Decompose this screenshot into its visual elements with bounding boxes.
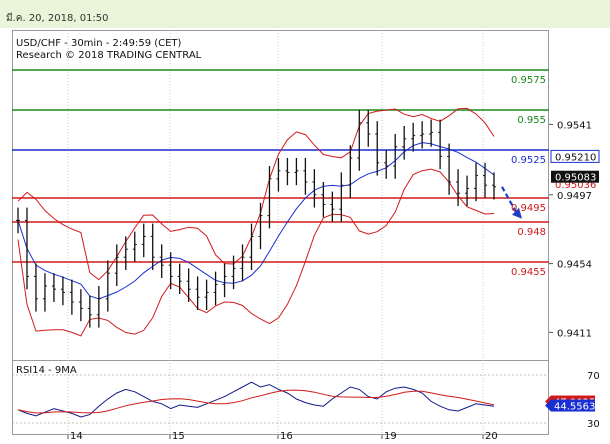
- y-tick-label-0.9541: 0.9541: [557, 120, 592, 131]
- rsi-line: [17, 381, 495, 418]
- y-tick-label-0.9411: 0.9411: [557, 328, 592, 339]
- rsi-tag-box-44.5563: [551, 399, 595, 412]
- y-tick-label-0.9454: 0.9454: [557, 260, 592, 271]
- research-line: Research © 2018 TRADING CENTRAL: [16, 50, 202, 61]
- x-tick-label-20: 20: [485, 431, 498, 442]
- y-tick-label-0.9497: 0.9497: [557, 191, 592, 202]
- symbol-line: USD/CHF - 30min - 2:49:59 (CET): [16, 38, 182, 49]
- rsi-tick-label-30: 30: [587, 419, 600, 430]
- price-tag-box-0.95083: [551, 170, 599, 183]
- level-label-0.9455: 0.9455: [511, 267, 546, 278]
- price-tag-box-0.95210: [550, 149, 600, 163]
- x-tick-label-15: 15: [172, 431, 185, 442]
- price-tag-0.95210: 0.95210: [555, 152, 596, 163]
- price-tag-0.95083: 0.95083: [555, 173, 596, 184]
- level-label-0.9575: 0.9575: [511, 75, 546, 86]
- rsi-ma-line: [17, 389, 495, 414]
- bollinger-lower: [17, 168, 495, 337]
- x-tick-label-19: 19: [384, 431, 397, 442]
- rsi-tag-44.5563: 44.5563: [554, 402, 595, 413]
- price-tag-0.95036: 0.95036: [555, 180, 596, 191]
- projection-arrow-head: [512, 207, 522, 219]
- arrow-layer: [501, 186, 522, 219]
- x-tick-label-14: 14: [70, 431, 83, 442]
- timestamp: มี.ค. 20, 2018, 01:50: [6, 13, 109, 24]
- x-tick-label-16: 16: [280, 431, 293, 442]
- bollinger-layer: [17, 107, 495, 337]
- level-label-0.955: 0.955: [517, 115, 546, 126]
- rsi-tick-label-70: 70: [587, 371, 600, 382]
- grid-layer: [12, 30, 553, 439]
- projection-arrow-shaft: [501, 186, 519, 217]
- candle-layer: [16, 110, 496, 328]
- level-label-0.9525: 0.9525: [511, 155, 546, 166]
- moving-average-line: [17, 142, 495, 300]
- rsi-label: RSI14 - 9MA: [16, 365, 77, 376]
- rsi-layer: [12, 374, 549, 424]
- rsi-tag-pointer-44.5563: [545, 399, 551, 412]
- level-label-0.948: 0.948: [517, 227, 546, 238]
- level-label-0.9495: 0.9495: [511, 203, 546, 214]
- top-bar: มี.ค. 20, 2018, 01:50: [0, 0, 610, 28]
- bollinger-upper: [17, 107, 495, 281]
- label-layer: 14 15 16 19 20 0.9541 0.9497 0.9454 0.9411 0.9575…: [70, 75, 600, 442]
